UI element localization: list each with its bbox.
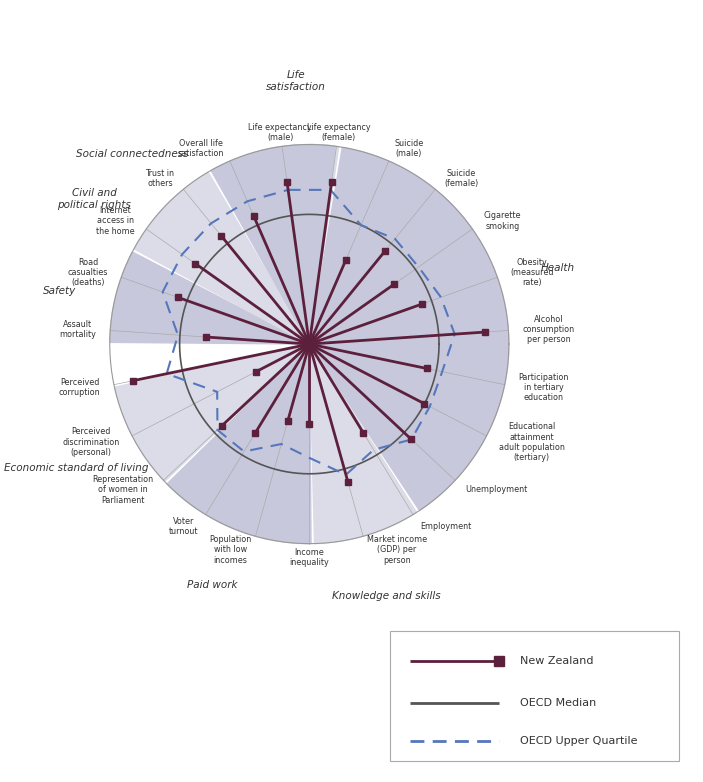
Text: Population
with low
incomes: Population with low incomes [209,535,252,565]
Text: Representation
of women in
Parliament: Representation of women in Parliament [92,475,153,504]
Text: Perceived
corruption: Perceived corruption [58,378,101,397]
Text: OECD Median: OECD Median [520,698,595,708]
Text: Perceived
discrimination
(personal): Perceived discrimination (personal) [63,428,120,457]
Wedge shape [167,344,311,543]
Text: Trust in
others: Trust in others [146,169,174,188]
Text: New Zealand: New Zealand [520,656,593,665]
Wedge shape [211,145,335,344]
Wedge shape [309,147,509,511]
Text: Cigarette
smoking: Cigarette smoking [484,211,521,231]
FancyBboxPatch shape [389,631,679,761]
Text: Knowledge and skills: Knowledge and skills [332,591,441,601]
Text: Life expectancy
(female): Life expectancy (female) [307,123,370,142]
Text: Suicide
(female): Suicide (female) [444,169,478,188]
Wedge shape [134,172,309,344]
Text: Life
satisfaction: Life satisfaction [266,70,325,91]
Text: Economic standard of living: Economic standard of living [4,463,149,473]
Text: Unemployment: Unemployment [465,486,528,494]
Text: Paid work: Paid work [187,579,238,590]
Text: Road
casualties
(deaths): Road casualties (deaths) [67,258,108,288]
Text: Internet
access in
the home: Internet access in the home [96,206,135,236]
Wedge shape [110,252,309,344]
Wedge shape [309,344,417,543]
Text: Alcohol
consumption
per person: Alcohol consumption per person [522,314,574,344]
Text: Obesity
(measured
rate): Obesity (measured rate) [510,258,554,288]
Text: Educational
attainment
adult population
(tertiary): Educational attainment adult population … [499,422,565,462]
Wedge shape [115,344,309,482]
Text: Employment: Employment [420,522,472,531]
Text: Participation
in tertiary
education: Participation in tertiary education [518,373,569,403]
Text: Assault
mortality: Assault mortality [60,320,96,339]
Text: Market income
(GDP) per
person: Market income (GDP) per person [367,535,427,565]
Text: Overall life
satisfaction: Overall life satisfaction [178,138,224,158]
Text: OECD Upper Quartile: OECD Upper Quartile [520,736,637,746]
Text: Health: Health [541,264,574,273]
Text: Civil and
political rights: Civil and political rights [58,188,131,210]
Text: Safety: Safety [43,286,76,296]
Text: Social connectedness: Social connectedness [76,149,188,160]
Text: Suicide
(male): Suicide (male) [394,138,424,158]
Text: Life expectancy
(male): Life expectancy (male) [248,123,312,142]
Text: Income
inequality: Income inequality [290,548,329,567]
Text: Voter
turnout: Voter turnout [169,517,198,536]
Wedge shape [259,145,339,344]
